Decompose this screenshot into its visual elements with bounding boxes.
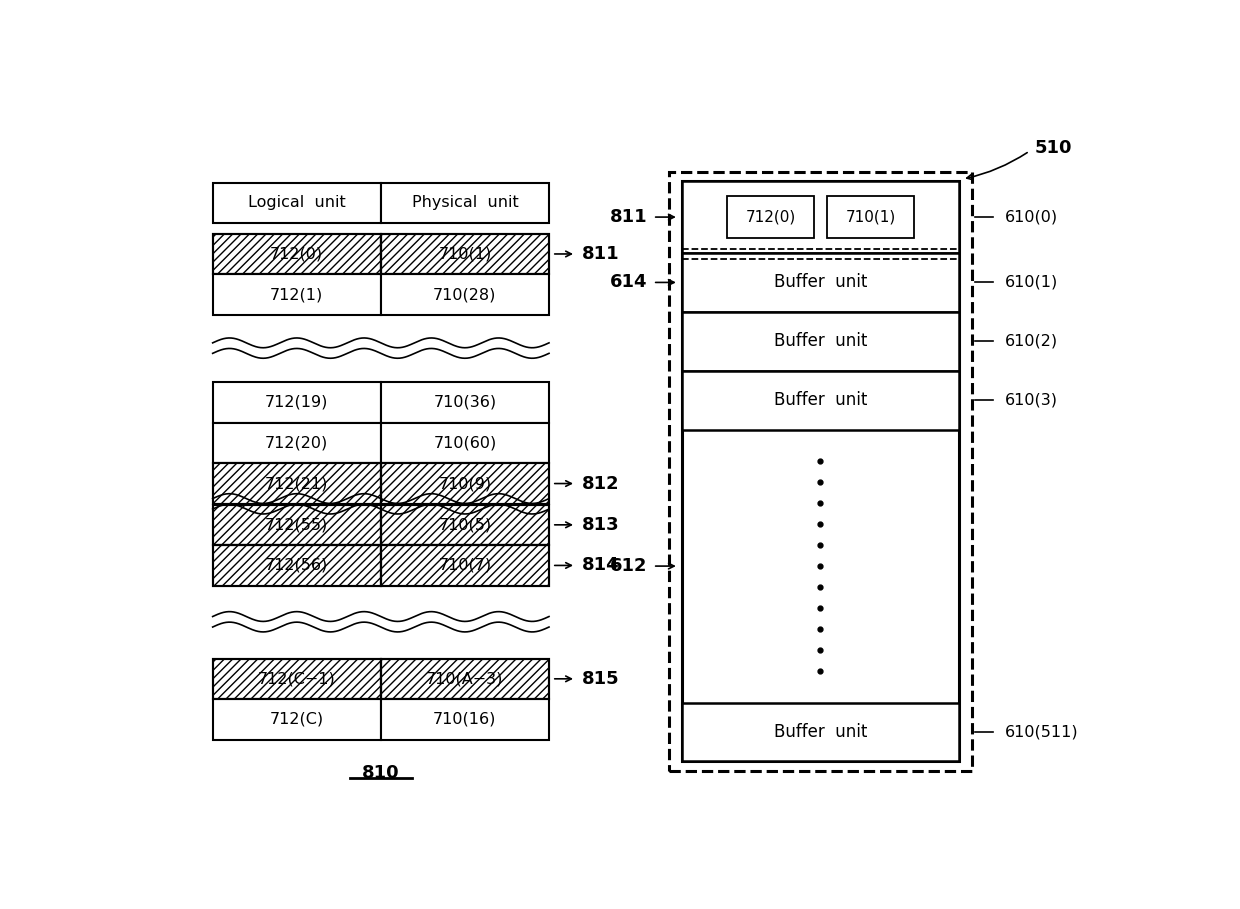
Text: 710(28): 710(28) [433,287,496,302]
Bar [213,464,381,504]
Text: 710(7): 710(7) [439,558,491,573]
Text: 811: 811 [609,208,647,226]
Text: Physical  unit: Physical unit [412,195,518,210]
Bar [682,181,960,253]
Text: 710(5): 710(5) [439,517,491,533]
Bar [381,545,549,585]
Text: 811: 811 [582,245,619,263]
Text: 712(56): 712(56) [265,558,329,573]
Bar [213,464,381,504]
Bar [213,382,381,423]
Bar [213,275,381,315]
Text: 812: 812 [582,474,619,493]
Text: 610(0): 610(0) [1004,210,1058,225]
Bar [381,234,549,275]
Text: 712(1): 712(1) [270,287,324,302]
Bar [682,312,960,371]
Bar [682,253,960,312]
Bar [381,464,549,504]
Text: 710(9): 710(9) [439,476,491,491]
Bar [381,234,549,275]
Bar [381,658,549,699]
Bar [213,183,381,224]
Text: 610(511): 610(511) [1004,724,1078,740]
Bar [682,371,960,430]
Text: Buffer  unit: Buffer unit [774,274,867,292]
Bar [381,464,549,504]
Bar [728,196,813,238]
Text: 712(21): 712(21) [265,476,329,491]
Bar [213,545,381,585]
Bar [213,699,381,740]
Text: 710(1): 710(1) [846,210,895,225]
Text: 810: 810 [362,764,399,782]
Bar [381,275,549,315]
Bar [381,183,549,224]
Text: 614: 614 [610,274,647,292]
Text: Logical  unit: Logical unit [248,195,346,210]
Text: 712(0): 712(0) [270,246,324,262]
Bar [213,545,381,585]
Bar [213,234,381,275]
Bar [670,172,972,771]
Bar [213,658,381,699]
Text: Buffer  unit: Buffer unit [774,391,867,409]
Text: 814: 814 [582,556,619,574]
Text: 712(C−1): 712(C−1) [258,672,336,686]
Bar [827,196,914,238]
Text: 510: 510 [1034,138,1071,156]
Text: 712(19): 712(19) [265,395,329,410]
Bar [213,504,381,545]
Bar [381,382,549,423]
Bar [381,504,549,545]
Bar [213,504,381,545]
Text: 712(55): 712(55) [265,517,329,533]
Text: 712(20): 712(20) [265,435,329,451]
Bar [381,545,549,585]
Text: 610(1): 610(1) [1004,275,1058,290]
Bar [381,699,549,740]
Bar [381,423,549,464]
Text: 710(1): 710(1) [438,246,491,262]
Bar [213,234,381,275]
Text: 710(A−3): 710(A−3) [427,672,503,686]
Bar [682,181,960,762]
Text: 710(16): 710(16) [433,712,496,727]
Text: 710(60): 710(60) [433,435,496,451]
Bar [381,658,549,699]
Bar [213,658,381,699]
Bar [381,658,549,699]
Bar [381,545,549,585]
Text: 710(36): 710(36) [433,395,496,410]
Bar [381,234,549,275]
Text: 612: 612 [610,557,647,575]
Bar [213,423,381,464]
Text: 813: 813 [582,515,619,534]
Bar [213,464,381,504]
Bar [381,504,549,545]
Text: Buffer  unit: Buffer unit [774,723,867,741]
Text: Buffer  unit: Buffer unit [774,333,867,350]
Text: 815: 815 [582,670,619,688]
Bar [213,658,381,699]
Bar [682,703,960,762]
Bar [381,504,549,545]
Bar [213,234,381,275]
Text: 610(2): 610(2) [1004,334,1058,349]
Text: 712(0): 712(0) [745,210,796,225]
Bar [381,464,549,504]
Text: 610(3): 610(3) [1004,393,1058,408]
Bar [213,504,381,545]
Bar [213,545,381,585]
Text: 712(C): 712(C) [269,712,324,727]
